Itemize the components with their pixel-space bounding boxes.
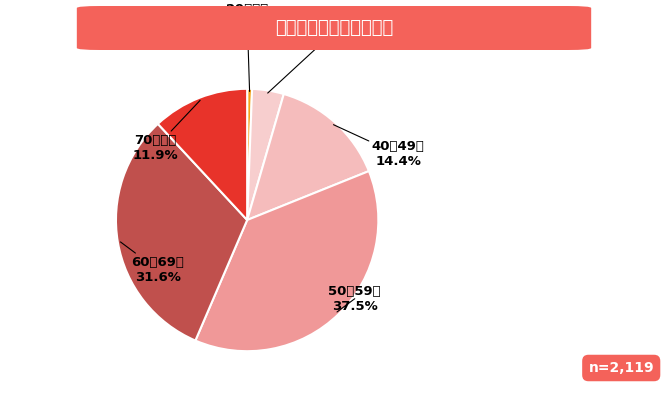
Text: n=2,119: n=2,119 — [589, 361, 654, 375]
Text: 70歳以上
11.9%: 70歳以上 11.9% — [132, 100, 200, 162]
Wedge shape — [158, 89, 247, 220]
Text: 40〜49歳
14.4%: 40〜49歳 14.4% — [333, 125, 424, 168]
Text: フリーランスの年齢構成: フリーランスの年齢構成 — [275, 19, 393, 37]
Text: 29歳以下
0.6%: 29歳以下 0.6% — [226, 3, 269, 92]
Text: 30〜39歳
3.9%: 30〜39歳 3.9% — [268, 16, 363, 93]
Text: 60〜69歳
31.6%: 60〜69歳 31.6% — [120, 242, 184, 284]
FancyBboxPatch shape — [77, 6, 591, 50]
Wedge shape — [247, 89, 252, 220]
Wedge shape — [195, 171, 378, 351]
Wedge shape — [247, 94, 369, 220]
Wedge shape — [116, 124, 247, 340]
Wedge shape — [247, 89, 284, 220]
Text: 50〜59歳
37.5%: 50〜59歳 37.5% — [329, 285, 381, 313]
